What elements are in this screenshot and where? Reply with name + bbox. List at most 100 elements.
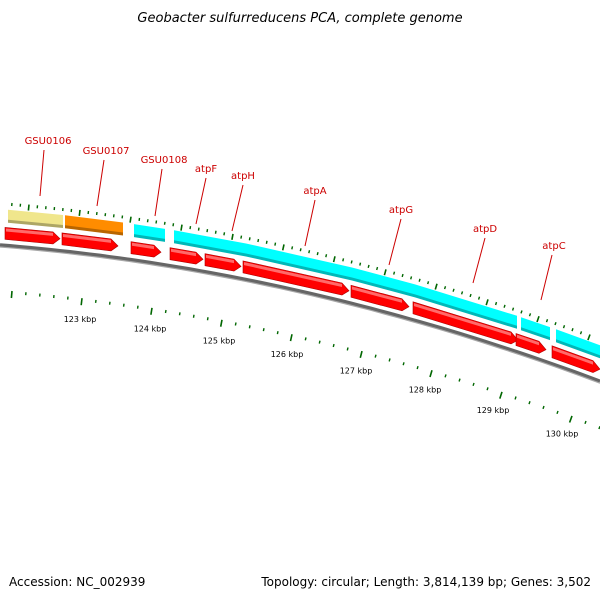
feature-tick bbox=[536, 316, 540, 323]
scale-tick bbox=[164, 309, 167, 314]
scale-tick bbox=[458, 378, 461, 382]
scale-tick bbox=[472, 382, 475, 387]
scale-tick bbox=[248, 325, 251, 329]
gene-feature-shadow bbox=[246, 253, 352, 281]
feature-tick bbox=[189, 226, 192, 230]
feature-tick bbox=[180, 224, 183, 231]
label-leader bbox=[388, 218, 402, 266]
feature-tick bbox=[545, 319, 549, 323]
gene-label: atpD bbox=[473, 224, 497, 235]
scale-tick bbox=[276, 331, 279, 335]
scale-tick bbox=[514, 396, 517, 400]
scale-tick bbox=[584, 420, 587, 425]
scale-tick bbox=[318, 340, 321, 344]
feature-tick bbox=[359, 262, 362, 266]
scale-ticks bbox=[10, 290, 600, 430]
scale-tick bbox=[429, 370, 433, 378]
gene-feature-shadow bbox=[415, 294, 517, 329]
feature-tick bbox=[562, 325, 566, 329]
scale-tick bbox=[542, 405, 545, 410]
feature-tick bbox=[554, 321, 557, 326]
feature-tick bbox=[401, 273, 404, 278]
scale-tick bbox=[304, 337, 307, 341]
map-title: Geobacter sulfurreducens PCA, complete g… bbox=[137, 11, 462, 26]
label-leaders bbox=[39, 149, 553, 301]
cds-arrow-highlight bbox=[553, 347, 593, 365]
feature-tick bbox=[477, 296, 481, 300]
feature-tick bbox=[274, 242, 277, 246]
gene-label: atpA bbox=[303, 186, 326, 197]
scale-labels: 123 kbp 124 kbp 125 kbp 126 kbp 127 kbp 128 k… bbox=[64, 315, 579, 438]
gene-feature-shadow bbox=[174, 240, 246, 257]
feature-tick bbox=[443, 286, 447, 290]
backbone-ring bbox=[0, 243, 600, 384]
scale-tick bbox=[359, 350, 363, 358]
feature-tick bbox=[223, 232, 226, 236]
scale-tick bbox=[262, 328, 265, 332]
scale-tick bbox=[556, 410, 559, 415]
label-leader bbox=[195, 177, 207, 225]
feature-tick bbox=[281, 244, 285, 251]
cds-arrow-highlight bbox=[517, 334, 539, 346]
feature-tick bbox=[172, 223, 175, 227]
label-leader bbox=[540, 254, 553, 301]
feature-tick bbox=[240, 235, 243, 239]
label-leader bbox=[231, 184, 244, 232]
label-leader bbox=[96, 159, 105, 207]
scale-tick bbox=[499, 391, 503, 399]
scale-tick bbox=[332, 343, 335, 348]
cds-arrow-highlight bbox=[6, 228, 53, 236]
gene-feature-shadow bbox=[521, 327, 550, 341]
scale-label: 129 kbp bbox=[477, 406, 510, 415]
feature-tick bbox=[367, 264, 370, 268]
scale-label: 123 kbp bbox=[64, 315, 97, 324]
gene-feature-shadow bbox=[352, 277, 415, 298]
gene-feature-shadow bbox=[556, 339, 600, 359]
feature-tick bbox=[579, 331, 583, 335]
feature-tick bbox=[332, 256, 336, 263]
feature-tick bbox=[511, 307, 515, 311]
feature-tick bbox=[452, 288, 455, 292]
scale-tick bbox=[206, 317, 209, 321]
gene-label: atpC bbox=[542, 241, 565, 252]
feature-tick bbox=[587, 334, 591, 341]
label-leader bbox=[304, 199, 316, 247]
scale-tick bbox=[388, 358, 391, 362]
scale-tick bbox=[178, 312, 181, 316]
scale-tick bbox=[486, 387, 489, 391]
gene-label: atpG bbox=[389, 205, 413, 216]
feature-tick bbox=[494, 301, 498, 306]
feature-tick bbox=[571, 328, 574, 332]
gene-feature-shadow bbox=[8, 219, 63, 228]
gene-feature-shadow bbox=[65, 225, 123, 236]
feature-tick bbox=[291, 246, 294, 250]
scale-tick bbox=[289, 334, 293, 342]
gene-label: GSU0106 bbox=[25, 136, 72, 147]
feature-tick bbox=[325, 254, 328, 258]
scale-label: 127 kbp bbox=[340, 367, 373, 376]
label-leader bbox=[154, 168, 163, 217]
scale-tick bbox=[568, 415, 573, 423]
cds-arrow-highlight bbox=[171, 248, 196, 257]
feature-tick bbox=[78, 209, 81, 216]
cds-arrow-highlight bbox=[132, 242, 154, 250]
feature-tick bbox=[265, 240, 268, 244]
feature-tick bbox=[528, 313, 532, 317]
feature-tick bbox=[410, 276, 413, 280]
gene-label: atpF bbox=[195, 164, 217, 175]
feature-tick bbox=[376, 266, 379, 271]
gene-labels: GSU0106 GSU0107 GSU0108 atpF atpH atpA atpG atp… bbox=[25, 136, 566, 252]
scale-tick bbox=[10, 290, 13, 299]
scale-label: 128 kbp bbox=[409, 385, 442, 394]
label-leader bbox=[472, 237, 486, 284]
feature-tick bbox=[427, 281, 430, 285]
gene-feature bbox=[174, 230, 246, 256]
feature-ticks bbox=[11, 202, 591, 341]
feature-tick bbox=[231, 233, 234, 240]
cds-track bbox=[4, 227, 600, 373]
scale-label: 124 kbp bbox=[134, 325, 167, 334]
feature-tick bbox=[350, 260, 353, 264]
cds-arrow-highlight bbox=[414, 303, 511, 336]
feature-tick bbox=[383, 269, 387, 276]
